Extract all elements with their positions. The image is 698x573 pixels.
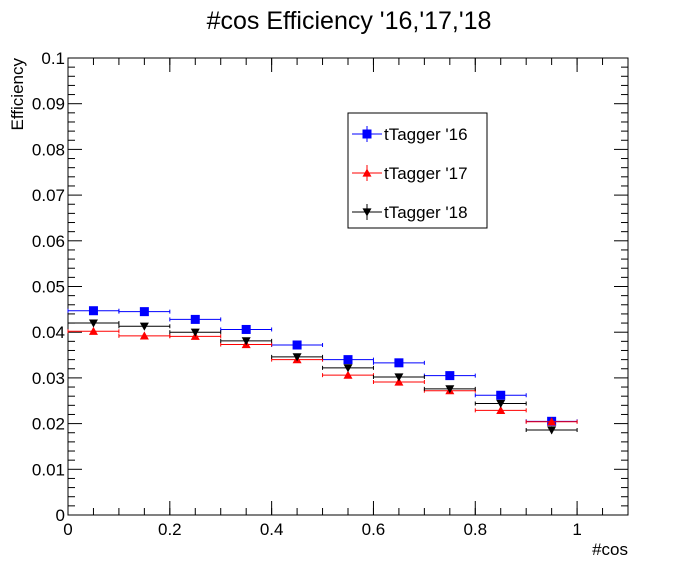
legend-label: tTagger '16 <box>384 125 468 144</box>
data-point <box>139 322 149 331</box>
y-tick-label: 0.1 <box>41 49 65 68</box>
y-axis-label: Efficiency <box>8 58 27 131</box>
y-tick-label: 0.08 <box>32 140 65 159</box>
data-point <box>394 377 404 386</box>
x-axis-label: #cos <box>592 540 628 559</box>
legend-marker <box>362 129 372 139</box>
data-point <box>241 324 251 334</box>
data-point <box>496 390 506 400</box>
x-tick-label: 1 <box>572 520 581 539</box>
data-point <box>445 371 455 381</box>
x-tick-label: 0.2 <box>158 520 182 539</box>
y-tick-label: 0.04 <box>32 323 65 342</box>
data-point <box>88 326 98 335</box>
data-point <box>139 307 149 317</box>
data-point <box>547 417 557 426</box>
series-1 <box>67 306 578 426</box>
data-point <box>343 364 353 373</box>
data-point <box>394 373 404 382</box>
data-point <box>547 426 557 435</box>
series-3 <box>67 319 578 435</box>
legend-marker <box>362 168 372 177</box>
y-axis: 0 0.01 0.02 0.03 0.04 0.05 0.06 0.07 0.08 0.09 0.1 <box>32 49 628 525</box>
y-tick-label: 0.01 <box>32 460 65 479</box>
legend: tTagger '16 tTagger '17 tTagger '18 <box>347 112 488 229</box>
data-point <box>343 370 353 379</box>
y-tick-label: 0.03 <box>32 369 65 388</box>
data-point <box>139 331 149 340</box>
data-point <box>190 314 200 324</box>
chart-title: #cos Efficiency '16,'17,'18 <box>207 7 492 35</box>
legend-marker <box>362 208 372 217</box>
data-point <box>292 353 302 362</box>
data-point <box>445 385 455 394</box>
data-point <box>88 319 98 328</box>
data-point <box>343 355 353 365</box>
x-axis: 0 0.2 0.4 0.6 0.8 1 <box>63 58 629 539</box>
data-point <box>496 399 506 408</box>
x-tick-label: 0 <box>63 520 72 539</box>
y-tick-label: 0.09 <box>32 95 65 114</box>
y-tick-label: 0 <box>56 506 65 525</box>
y-tick-label: 0.02 <box>32 415 65 434</box>
data-point <box>241 337 251 346</box>
x-tick-label: 0.4 <box>260 520 284 539</box>
y-tick-label: 0.05 <box>32 278 65 297</box>
legend-label: tTagger '18 <box>384 203 468 222</box>
data-point <box>88 306 98 316</box>
legend-label: tTagger '17 <box>384 164 468 183</box>
x-tick-label: 0.6 <box>362 520 386 539</box>
data-point <box>292 340 302 350</box>
data-point <box>190 328 200 337</box>
x-tick-label: 0.8 <box>463 520 487 539</box>
data-point <box>496 405 506 414</box>
data-series <box>67 306 578 435</box>
y-tick-label: 0.06 <box>32 232 65 251</box>
data-point <box>394 358 404 368</box>
y-tick-label: 0.07 <box>32 186 65 205</box>
